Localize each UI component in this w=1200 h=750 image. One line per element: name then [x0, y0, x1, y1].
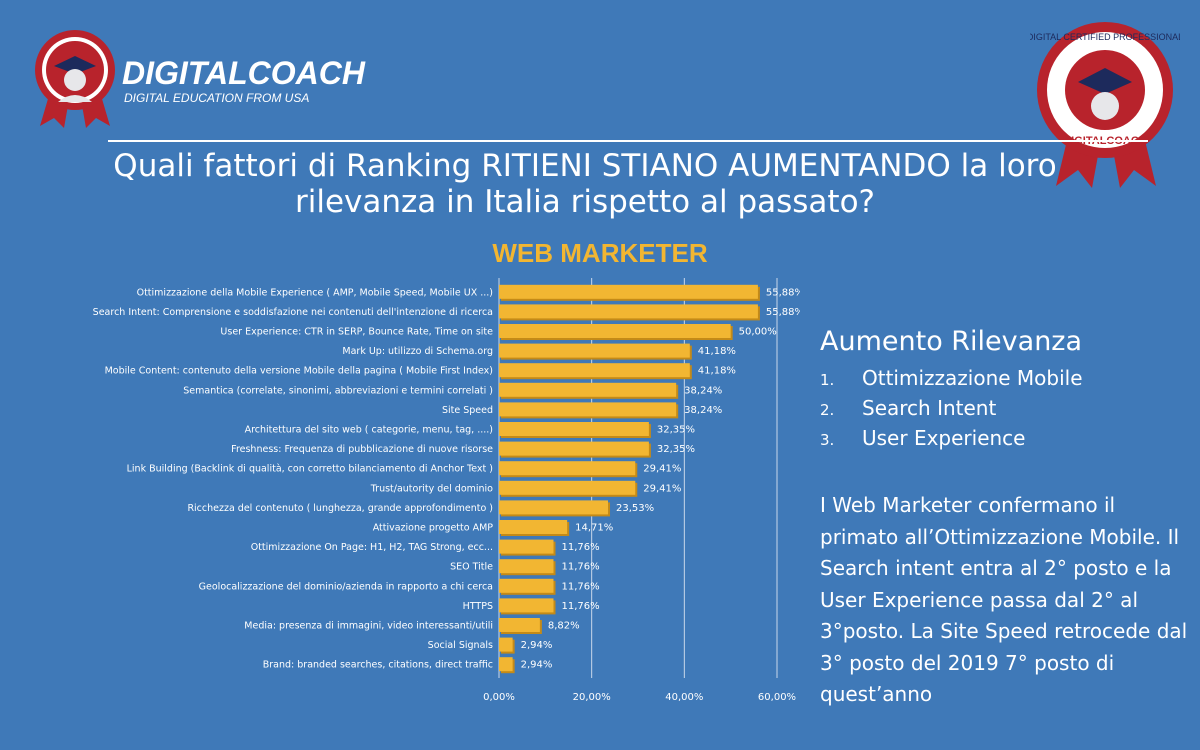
category-label: Trust/autority del dominio	[370, 483, 493, 494]
bar	[499, 500, 609, 515]
data-label: 8,82%	[548, 621, 580, 632]
list-item: 3. User Experience	[820, 426, 1190, 456]
data-label: 11,76%	[561, 562, 599, 573]
list-item: 1. Ottimizzazione Mobile	[820, 366, 1190, 396]
data-label: 29,41%	[643, 483, 681, 494]
category-label: Architettura del sito web ( categorie, m…	[245, 425, 493, 436]
data-label: 11,76%	[561, 542, 599, 553]
certified-badge: DIGITAL CERTIFIED PROFESSIONAL DIGITALCO…	[1027, 18, 1183, 190]
bar	[499, 480, 636, 495]
header-divider	[108, 140, 1148, 142]
data-label: 32,35%	[657, 425, 695, 436]
bar	[499, 422, 649, 436]
data-label: 55,88%	[766, 287, 800, 298]
rank-label: Search Intent	[862, 396, 997, 420]
bar	[499, 441, 649, 456]
list-item: 2. Search Intent	[820, 396, 1190, 426]
data-label: 55,88%	[766, 307, 800, 318]
side-heading: Aumento Rilevanza	[820, 326, 1083, 357]
category-label: Geolocalizzazione del dominio/azienda in…	[199, 581, 493, 592]
bar	[499, 598, 554, 613]
category-label: Link Building (Backlink di qualità, con …	[127, 464, 493, 475]
rank-list: 1. Ottimizzazione Mobile 2. Search Inten…	[820, 366, 1190, 456]
side-panel: Aumento Rilevanza 1. Ottimizzazione Mobi…	[820, 326, 1190, 456]
bar	[499, 284, 758, 299]
rank-number: 3.	[820, 431, 835, 449]
chart-title: WEB MARKETER	[492, 238, 708, 268]
category-label: User Experience: CTR in SERP, Bounce Rat…	[220, 327, 493, 338]
logo-tagline: DIGITAL EDUCATION FROM USA	[124, 91, 309, 105]
data-label: 38,24%	[684, 405, 722, 416]
category-label: Site Speed	[442, 405, 493, 416]
data-label: 32,35%	[657, 444, 695, 455]
rank-label: Ottimizzazione Mobile	[862, 366, 1083, 390]
data-label: 2,94%	[521, 640, 553, 651]
category-label: Media: presenza di immagini, video inter…	[244, 621, 493, 632]
bar	[499, 520, 568, 534]
page-title: Quali fattori di Ranking RITIENI STIANO …	[113, 148, 1057, 220]
x-tick-label: 20,00%	[573, 692, 611, 703]
category-label: HTTPS	[463, 601, 493, 612]
category-label: Mobile Content: contenuto della versione…	[105, 366, 493, 377]
data-label: 11,76%	[561, 601, 599, 612]
category-label: Social Signals	[428, 640, 493, 651]
data-label: 23,53%	[616, 503, 654, 514]
category-label: Ottimizzazione della Mobile Experience (…	[137, 287, 493, 298]
category-label: SEO Title	[450, 562, 493, 573]
bar	[499, 324, 731, 338]
rank-label: User Experience	[862, 426, 1026, 450]
badge-text: DIGITAL CERTIFIED PROFESSIONAL	[1030, 32, 1180, 42]
bar	[499, 559, 554, 574]
x-tick-label: 40,00%	[665, 692, 703, 703]
bar-chart: 0,00% 20,00% 40,00% 60,00% Ottimizzazione de…	[93, 278, 800, 703]
bar	[499, 637, 513, 652]
bar	[499, 539, 554, 554]
rank-number: 1.	[820, 371, 835, 389]
data-label: 41,18%	[698, 366, 736, 377]
data-label: 2,94%	[521, 660, 553, 671]
category-label: Ricchezza del contenuto ( lunghezza, gra…	[187, 503, 493, 514]
category-label: Ottimizzazione On Page: H1, H2, TAG Stro…	[251, 542, 493, 553]
bar	[499, 343, 690, 358]
logo-name: DIGITALCOACH	[122, 55, 366, 91]
category-label: Search Intent: Comprensione e soddisfazi…	[93, 307, 493, 318]
data-label: 14,71%	[575, 523, 613, 534]
category-label: Mark Up: utilizzo di Schema.org	[342, 346, 493, 357]
bar	[499, 363, 690, 378]
bar	[499, 578, 554, 593]
rosette-icon	[35, 30, 115, 128]
category-label: Brand: branded searches, citations, dire…	[263, 660, 493, 671]
bar	[499, 618, 540, 632]
bar	[499, 402, 677, 417]
bar	[499, 657, 513, 672]
rank-number: 2.	[820, 401, 835, 419]
bar	[499, 461, 636, 476]
bar	[499, 382, 677, 397]
category-label: Semantica (correlate, sinonimi, abbrevia…	[183, 385, 493, 396]
data-label: 50,00%	[739, 327, 777, 338]
category-label: Freshness: Frequenza di pubblicazione di…	[231, 444, 493, 455]
data-label: 38,24%	[684, 385, 722, 396]
category-label: Attivazione progetto AMP	[373, 523, 494, 534]
data-label: 29,41%	[643, 464, 681, 475]
x-tick-label: 0,00%	[483, 692, 515, 703]
data-label: 41,18%	[698, 346, 736, 357]
digitalcoach-logo: DIGITALCOACH DIGITAL EDUCATION FROM USA	[22, 22, 382, 132]
bar	[499, 304, 758, 319]
side-note: I Web Marketer confermano il primato all…	[820, 493, 1188, 706]
data-label: 11,76%	[561, 581, 599, 592]
x-tick-label: 60,00%	[758, 692, 796, 703]
